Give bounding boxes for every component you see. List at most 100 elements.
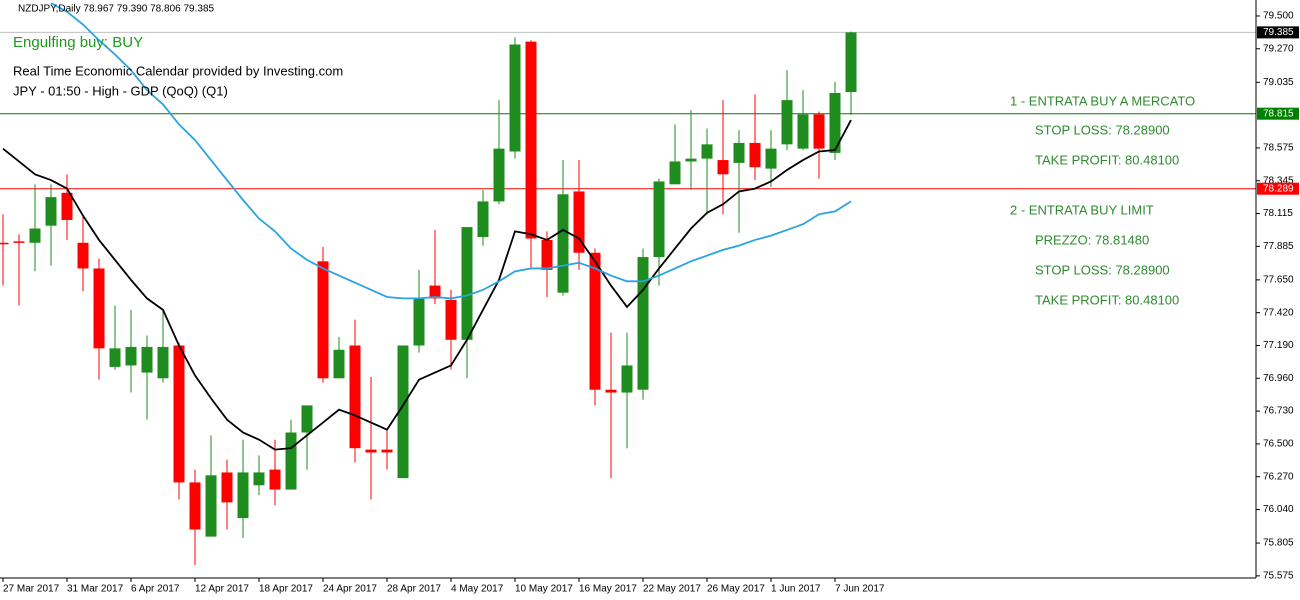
- candle-body: [29, 228, 41, 243]
- trade-note: PREZZO: 78.81480: [1035, 232, 1149, 247]
- candle-body: [733, 142, 745, 163]
- candle-body: [221, 472, 233, 503]
- candle-body: [589, 252, 601, 390]
- trade-note: TAKE PROFIT: 80.48100: [1035, 292, 1179, 307]
- x-tick-label: 28 Apr 2017: [387, 584, 441, 595]
- y-tick-label: 77.650: [1263, 275, 1294, 286]
- candle-body: [189, 482, 201, 530]
- x-tick-label: 10 May 2017: [515, 584, 573, 595]
- candle-body: [45, 197, 57, 226]
- x-tick-label: 31 Mar 2017: [67, 584, 124, 595]
- price-level-label: 79.385: [1263, 27, 1294, 38]
- y-tick-label: 79.500: [1263, 11, 1294, 22]
- moving-average: [2, 119, 852, 451]
- candle-body: [365, 449, 377, 453]
- calendar-note: Real Time Economic Calendar provided by …: [13, 63, 343, 78]
- candle-body: [157, 346, 169, 379]
- candle-body: [845, 32, 857, 93]
- candle-body: [541, 239, 553, 270]
- candle-body: [685, 158, 697, 162]
- candle-body: [173, 345, 185, 483]
- x-tick-label: 22 May 2017: [643, 584, 701, 595]
- candle-body: [429, 285, 441, 299]
- price-level-box: [1257, 26, 1299, 39]
- candle-body: [605, 389, 617, 393]
- candle-body: [765, 148, 777, 169]
- candle-body: [253, 472, 265, 486]
- candle-body: [445, 299, 457, 340]
- x-tick-label: 4 May 2017: [451, 584, 504, 595]
- candle-body: [461, 227, 473, 340]
- y-tick-label: 77.420: [1263, 307, 1294, 318]
- x-tick-label: 6 Apr 2017: [131, 584, 180, 595]
- price-level-box: [1257, 107, 1299, 120]
- x-tick-label: 12 Apr 2017: [195, 584, 249, 595]
- x-tick-label: 18 Apr 2017: [259, 584, 313, 595]
- candle-body: [109, 348, 121, 367]
- candle-body: [317, 261, 329, 379]
- candle-body: [525, 41, 537, 239]
- candle-body: [781, 100, 793, 145]
- candle-body: [125, 346, 137, 366]
- candle-body: [717, 160, 729, 175]
- candle-body: [493, 148, 505, 202]
- candle-body: [269, 469, 281, 490]
- header: NZDJPY,Daily 78.967 79.390 78.806 79.385: [18, 4, 215, 15]
- candle-body: [637, 257, 649, 390]
- trade-note: 1 - ENTRATA BUY A MERCATO: [1010, 93, 1195, 108]
- candle-body: [13, 241, 25, 243]
- candle-body: [829, 93, 841, 153]
- y-tick-label: 79.035: [1263, 77, 1294, 88]
- candle-body: [749, 142, 761, 168]
- y-tick-label: 77.190: [1263, 340, 1294, 351]
- candle-body: [509, 44, 521, 152]
- y-tick-label: 76.040: [1263, 504, 1294, 515]
- y-tick-label: 78.115: [1263, 208, 1293, 219]
- y-tick-label: 76.730: [1263, 406, 1294, 417]
- candle-body: [205, 475, 217, 537]
- candle-body: [301, 405, 313, 433]
- candle-body: [93, 268, 105, 349]
- candle-body: [653, 181, 665, 258]
- y-tick-label: 75.575: [1263, 571, 1294, 582]
- x-tick-label: 27 Mar 2017: [3, 584, 60, 595]
- y-tick-label: 76.270: [1263, 471, 1294, 482]
- y-tick-label: 76.960: [1263, 373, 1294, 384]
- candle-body: [77, 242, 89, 269]
- candle-body: [0, 242, 9, 245]
- x-tick-label: 1 Jun 2017: [771, 584, 821, 595]
- y-tick-label: 79.270: [1263, 43, 1294, 54]
- candle-body: [813, 114, 825, 149]
- trade-note: 2 - ENTRATA BUY LIMIT: [1010, 202, 1154, 217]
- candle-body: [413, 298, 425, 346]
- candle-body: [477, 201, 489, 238]
- x-tick-label: 7 Jun 2017: [835, 584, 885, 595]
- candle-body: [237, 472, 249, 519]
- candle-body: [669, 161, 681, 185]
- candle-body: [701, 144, 713, 159]
- price-level-label: 78.815: [1263, 108, 1294, 119]
- candle-body: [141, 346, 153, 373]
- trade-note: STOP LOSS: 78.28900: [1035, 122, 1170, 137]
- y-tick-label: 78.575: [1263, 143, 1294, 154]
- candle-body: [621, 365, 633, 393]
- price-level-box: [1257, 182, 1299, 195]
- x-tick-label: 24 Apr 2017: [323, 584, 377, 595]
- trade-note: STOP LOSS: 78.28900: [1035, 262, 1170, 277]
- candle-body: [573, 191, 585, 253]
- candle-body: [557, 194, 569, 293]
- y-tick-label: 76.500: [1263, 439, 1294, 450]
- x-tick-label: 16 May 2017: [579, 584, 637, 595]
- moving-average: [50, 2, 852, 300]
- trade-note: TAKE PROFIT: 80.48100: [1035, 152, 1179, 167]
- x-tick-label: 26 May 2017: [707, 584, 765, 595]
- event-note: JPY - 01:50 - High - GDP (QoQ) (Q1): [13, 83, 228, 98]
- candle-body: [381, 449, 393, 453]
- y-tick-label: 75.805: [1263, 538, 1294, 549]
- candle-body: [349, 345, 361, 449]
- y-tick-label: 77.885: [1263, 241, 1294, 252]
- candle-body: [397, 345, 409, 479]
- signal: Engulfing buy: BUY: [13, 34, 143, 51]
